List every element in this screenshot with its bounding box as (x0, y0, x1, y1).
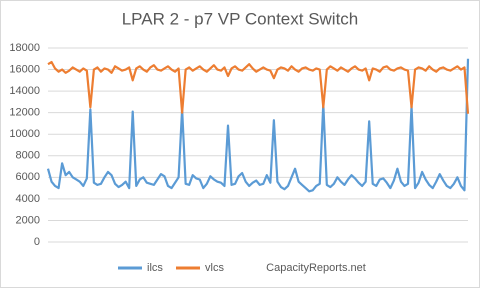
legend-label: ilcs (147, 262, 163, 274)
legend-label: vlcs (205, 262, 224, 274)
y-tick-label: 6000 (16, 171, 40, 183)
chart-title: LPAR 2 - p7 VP Context Switch (122, 9, 359, 28)
y-tick-label: 4000 (16, 193, 40, 205)
y-tick-label: 12000 (9, 107, 40, 119)
y-tick-label: 16000 (9, 63, 40, 75)
y-tick-label: 2000 (16, 214, 40, 226)
series-line (46, 58, 470, 193)
series-line (47, 60, 470, 114)
y-tick-label: 18000 (9, 42, 40, 54)
annotation: CapacityReports.net (266, 262, 366, 274)
y-tick-label: 0 (34, 236, 40, 248)
y-tick-label: 14000 (9, 85, 40, 97)
y-tick-label: 10000 (9, 128, 40, 140)
y-tick-label: 8000 (16, 150, 40, 162)
